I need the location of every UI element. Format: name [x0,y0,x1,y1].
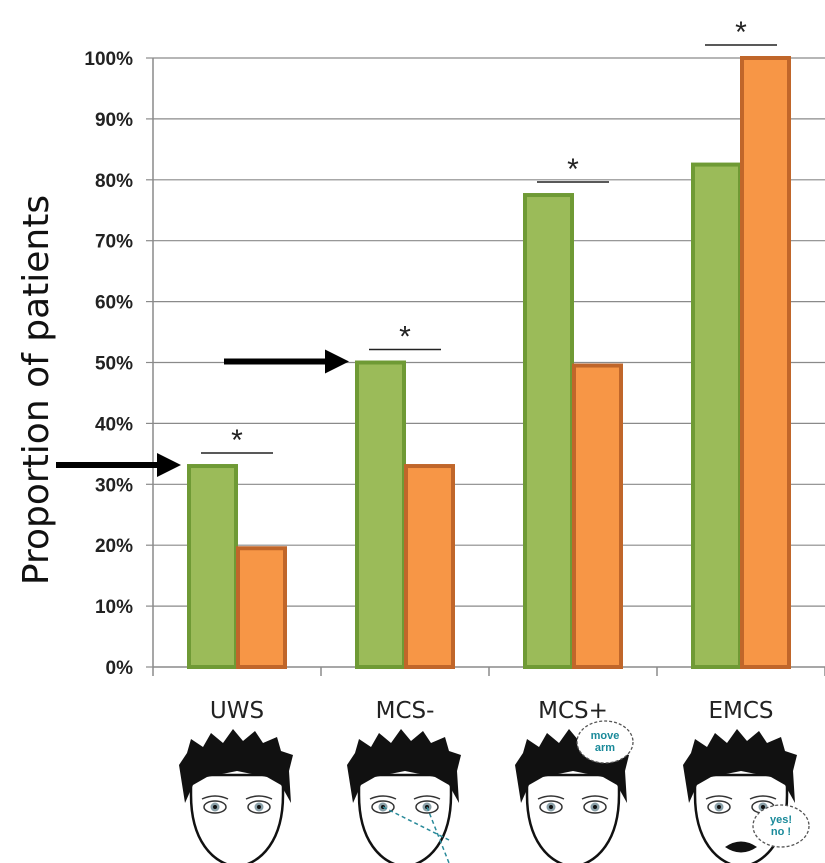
hair [347,729,461,803]
eyelash [369,795,397,800]
bar-uws-series2 [236,546,287,669]
y-tick-label: 30% [95,475,133,496]
eyelash [581,795,609,800]
pupil [213,805,217,809]
bubble-text: move [591,730,620,742]
speech-bubble-emcs: yes!no ! [752,804,810,848]
bar-emcs-series1 [691,162,742,669]
pupil [257,805,261,809]
face-outline [525,773,621,863]
bar-uws-series1 [187,464,238,669]
bubble-text: no ! [771,826,791,838]
y-tick-label: 40% [95,414,133,435]
x-tick-labels: UWS MCS- MCS+ EMCS [210,698,774,724]
eyelash [705,795,733,800]
x-tick-label: MCS+ [538,698,608,724]
face-icon-uws [179,729,293,863]
significance-star: * [735,16,747,49]
eyelash [537,795,565,800]
eyelash [413,795,441,800]
y-axis-label: Proportion of patients [16,195,57,585]
y-tick-labels: 0% 10% 20% 30% 40% 50% 60% 70% 80% 90% 100% [84,49,133,679]
pupil [761,805,765,809]
y-tick-label: 60% [95,293,133,314]
gaze-line [382,806,450,863]
eyelash [201,795,229,800]
significance-markers: * * * * [201,16,777,457]
eyelash [245,795,273,800]
pupil [593,805,597,809]
arrow-head [157,453,181,478]
arrows [56,349,349,478]
bubble-text: arm [595,742,615,754]
bar-mcs+-series2 [572,363,623,669]
bars [187,56,791,669]
bubble-outline [576,720,634,764]
x-tick-label: UWS [210,698,264,724]
face-outline [357,773,453,863]
x-tick-label: MCS- [376,698,435,724]
arrow-head [325,349,349,374]
face-icon-mcs- [347,729,461,863]
significance-star: * [567,153,579,186]
y-tick-label: 50% [95,354,133,375]
y-tick-label: 20% [95,536,133,557]
significance-star: * [231,424,243,457]
bubble-outline [752,804,810,848]
y-tick-label: 70% [95,232,133,253]
lips [725,841,757,853]
y-tick-label: 10% [95,597,133,618]
bar-mcs--series1 [355,360,406,669]
x-tick-label: EMCS [708,698,773,724]
hair [179,729,293,803]
y-tick-label: 80% [95,171,133,192]
pupil [717,805,721,809]
significance-star: * [399,321,411,354]
bar-mcs--series2 [404,464,455,669]
y-tick-label: 100% [84,49,133,70]
bar-mcs+-series1 [523,193,574,669]
bubble-text: yes! [770,814,792,826]
pupil [549,805,553,809]
y-tick-label: 90% [95,110,133,131]
hair [683,729,797,803]
bar-emcs-series2 [740,56,791,669]
eyelash [749,795,777,800]
y-tick-label: 0% [106,658,134,679]
face-outline [189,773,285,863]
